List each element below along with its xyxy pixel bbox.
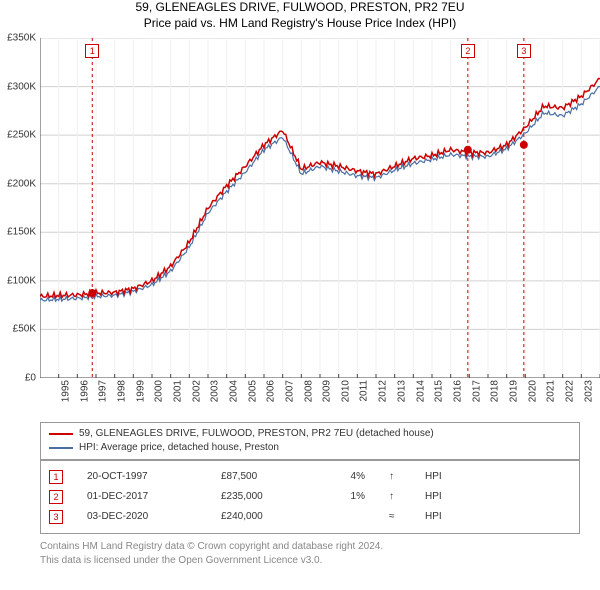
data-hpi-label: HPI [425, 487, 455, 507]
data-date: 03-DEC-2020 [87, 507, 197, 527]
legend-swatch [49, 447, 73, 449]
y-tick-label: £350K [7, 33, 36, 44]
marker-box-1: 1 [85, 44, 99, 58]
plot-area [40, 38, 600, 378]
data-price: £87,500 [221, 467, 301, 487]
chart-title: 59, GLENEAGLES DRIVE, FULWOOD, PRESTON, … [0, 0, 600, 14]
marker-dot-2 [464, 146, 472, 154]
x-tick-label: 2004 [228, 380, 239, 402]
data-arrow-icon: ↑ [389, 467, 401, 487]
data-pct: 1% [325, 487, 365, 507]
data-row-2: 2 01-DEC-2017 £235,000 1% ↑ HPI [49, 487, 571, 507]
x-tick-label: 2001 [172, 380, 183, 402]
data-price: £235,000 [221, 487, 301, 507]
data-price: £240,000 [221, 507, 301, 527]
data-marker: 1 [49, 470, 63, 484]
x-tick-label: 2020 [527, 380, 538, 402]
chart-area: £0£50K£100K£150K£200K£250K£300K£350K 199… [40, 38, 600, 406]
marker-box-3: 3 [517, 44, 531, 58]
x-tick-label: 2000 [154, 380, 165, 402]
chart-svg [40, 38, 600, 378]
data-pct: 4% [325, 467, 365, 487]
data-arrow-icon: ↑ [389, 487, 401, 507]
data-row-1: 1 20-OCT-1997 £87,500 4% ↑ HPI [49, 467, 571, 487]
legend-label: HPI: Average price, detached house, Pres… [79, 441, 279, 455]
x-tick-label: 2018 [490, 380, 501, 402]
x-tick-label: 2008 [303, 380, 314, 402]
data-hpi-label: HPI [425, 467, 455, 487]
x-tick-label: 1997 [98, 380, 109, 402]
x-tick-label: 1998 [116, 380, 127, 402]
x-tick-label: 1996 [79, 380, 90, 402]
x-axis: 1995 1996 1997 1998 1999 2000 2001 2002 2003 2004… [40, 378, 600, 406]
x-tick-label: 2022 [564, 380, 575, 402]
y-tick-label: £50K [13, 324, 36, 335]
legend-label: 59, GLENEAGLES DRIVE, FULWOOD, PRESTON, … [79, 427, 434, 441]
y-tick-label: £200K [7, 178, 36, 189]
x-tick-label: 2014 [415, 380, 426, 402]
y-tick-label: £250K [7, 130, 36, 141]
x-tick-label: 2015 [434, 380, 445, 402]
x-tick-label: 2017 [471, 380, 482, 402]
data-date: 01-DEC-2017 [87, 487, 197, 507]
data-row-3: 3 03-DEC-2020 £240,000 ≈ HPI [49, 507, 571, 527]
x-tick-label: 2007 [284, 380, 295, 402]
x-tick-label: 2003 [210, 380, 221, 402]
x-tick-label: 1995 [60, 380, 71, 402]
attribution: Contains HM Land Registry data © Crown c… [40, 540, 383, 568]
data-marker: 3 [49, 510, 63, 524]
x-tick-label: 2021 [546, 380, 557, 402]
x-tick-label: 2002 [191, 380, 202, 402]
y-tick-label: £100K [7, 275, 36, 286]
legend-panel: 59, GLENEAGLES DRIVE, FULWOOD, PRESTON, … [40, 422, 580, 460]
x-tick-label: 1999 [135, 380, 146, 402]
y-tick-label: £0 [25, 373, 36, 384]
x-tick-label: 2010 [340, 380, 351, 402]
data-panel: 1 20-OCT-1997 £87,500 4% ↑ HPI 2 01-DEC-2017 £23… [40, 460, 580, 534]
marker-box-2: 2 [461, 44, 475, 58]
legend-swatch [49, 433, 73, 435]
legend-row-1: HPI: Average price, detached house, Pres… [49, 441, 571, 455]
data-date: 20-OCT-1997 [87, 467, 197, 487]
data-arrow-icon: ≈ [389, 507, 401, 527]
x-tick-label: 2023 [583, 380, 594, 402]
y-axis: £0£50K£100K£150K£200K£250K£300K£350K [0, 38, 40, 378]
y-tick-label: £300K [7, 81, 36, 92]
x-tick-label: 2011 [358, 380, 369, 402]
marker-dot-3 [520, 141, 528, 149]
attribution-line1: Contains HM Land Registry data © Crown c… [40, 540, 383, 554]
x-tick-label: 2005 [247, 380, 258, 402]
x-tick-label: 2019 [508, 380, 519, 402]
legend-row-0: 59, GLENEAGLES DRIVE, FULWOOD, PRESTON, … [49, 427, 571, 441]
y-tick-label: £150K [7, 227, 36, 238]
data-hpi-label: HPI [425, 507, 455, 527]
x-tick-label: 2006 [266, 380, 277, 402]
x-tick-label: 2013 [396, 380, 407, 402]
attribution-line2: This data is licensed under the Open Gov… [40, 554, 383, 568]
data-marker: 2 [49, 490, 63, 504]
marker-dot-1 [88, 289, 96, 297]
x-tick-label: 2009 [322, 380, 333, 402]
x-tick-label: 2016 [452, 380, 463, 402]
chart-subtitle: Price paid vs. HM Land Registry's House … [0, 16, 600, 30]
x-tick-label: 2012 [378, 380, 389, 402]
